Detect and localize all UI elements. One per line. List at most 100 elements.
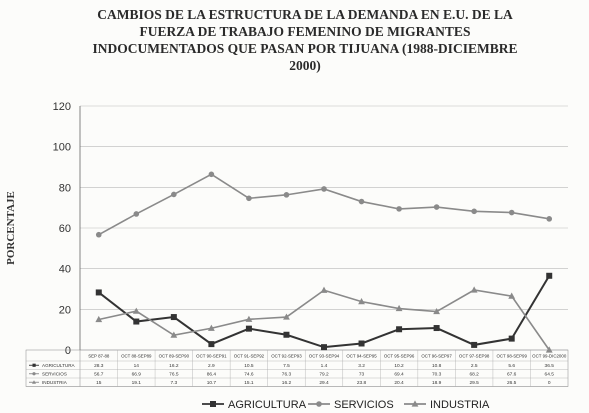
x-tick-label: OCT 95-SEP96 [384, 354, 415, 359]
data-point [546, 216, 553, 222]
data-point [395, 304, 403, 312]
data-table: SEP 87-88 OCT 88-SEP89 OCT 89-SEP90 OCT 90-… [25, 349, 569, 387]
data-point [470, 286, 478, 293]
table-cell: 70.3 [432, 372, 442, 378]
data-point [471, 208, 477, 215]
chart-title: CAMBIOS DE LA ESTRUCTURA DE LA DEMANDA E… [60, 6, 550, 74]
data-point [433, 307, 441, 315]
table-cell: 73 [359, 372, 365, 378]
data-point [471, 341, 478, 348]
series-lines [95, 171, 553, 353]
data-point [170, 314, 177, 321]
table-cell: 36.5 [545, 363, 555, 369]
data-point [95, 315, 103, 323]
y-tick-label: 60 [59, 223, 71, 235]
y-tick-label: 80 [59, 182, 71, 194]
table-legend-marker [32, 372, 36, 376]
data-point [508, 292, 516, 299]
data-point [95, 231, 102, 238]
series-line [98, 275, 551, 349]
x-tick-label: OCT 92-SEP93 [271, 354, 302, 359]
x-tick-label: OCT 89-SEP90 [159, 354, 190, 359]
data-point [358, 198, 365, 205]
data-point [283, 313, 290, 320]
x-tick-label: OCT 93-SEP94 [309, 354, 340, 359]
x-tick-label: SEP 87-88 [88, 354, 110, 359]
y-tick-label: 0 [65, 345, 71, 357]
data-point [95, 289, 102, 296]
data-point [171, 191, 177, 198]
table-cell: 15 [96, 380, 102, 386]
data-point [508, 335, 515, 342]
x-tick-label: OCT 97-SEP98 [459, 354, 490, 359]
table-cell: 7.5 [283, 363, 290, 369]
y-tick-label: 120 [53, 101, 71, 113]
data-point [132, 307, 140, 314]
data-point [245, 325, 252, 332]
table-cell: 69.4 [394, 372, 404, 378]
table-cell: 18.9 [432, 380, 442, 386]
table-cell: 79.2 [319, 372, 329, 378]
data-point [321, 186, 327, 192]
legend: AGRICULTURA SERVICIOS INDUSTRIA [202, 399, 490, 411]
table-cell: 76.5 [169, 372, 179, 378]
table-row-label: SERVICIOS [42, 371, 67, 376]
chart-title-line: 2000) [289, 58, 321, 73]
data-point [433, 204, 440, 210]
x-tick-label: OCT 96-SEP97 [421, 354, 452, 359]
table-cell: 29.5 [469, 380, 479, 386]
x-tick-label: OCT 90-SEP91 [196, 354, 227, 359]
data-point [433, 325, 440, 332]
table-cell: 16.2 [282, 380, 292, 386]
data-point [358, 298, 365, 305]
table-cell: 16.2 [169, 363, 179, 369]
y-axis-ticks: 0 20 40 60 80 100 120 [53, 101, 71, 357]
table-cell: 3.2 [358, 363, 365, 369]
data-point [396, 206, 402, 212]
data-point [210, 401, 216, 407]
table-cell: 66.9 [132, 372, 142, 378]
data-point [246, 195, 252, 202]
table-cell: 15.1 [244, 380, 254, 386]
y-tick-label: 20 [59, 304, 71, 316]
table-cell: 19.1 [132, 380, 142, 386]
data-point [358, 340, 365, 347]
legend-label: SERVICIOS [334, 399, 394, 411]
chart-title-line: FUERZA DE TRABAJO FEMENINO DE MIGRANTES [139, 24, 471, 39]
data-point [321, 344, 327, 351]
table-cell: 20.4 [394, 380, 404, 386]
data-point [245, 315, 253, 322]
series-line [98, 173, 550, 236]
y-axis-label: PORCENTAJE [5, 191, 17, 265]
x-tick-label: OCT 99-DIC2000 [532, 354, 567, 359]
data-point [396, 326, 403, 333]
table-row-label: AGRICULTURA [42, 363, 76, 368]
data-point [320, 286, 328, 293]
data-point [411, 400, 419, 407]
y-tick-label: 100 [53, 142, 71, 154]
table-cell: 67.6 [507, 372, 517, 378]
table-cell: 10.5 [244, 363, 254, 369]
table-cell: 68.2 [469, 372, 479, 378]
data-point [133, 318, 140, 325]
data-point [133, 211, 140, 217]
table-cell: 10.8 [432, 363, 442, 369]
data-point [283, 331, 290, 338]
table-cell: 10.2 [394, 363, 404, 369]
table-cell: 1.4 [321, 363, 328, 369]
x-tick-label: OCT 98-SEP99 [496, 354, 527, 359]
legend-label: INDUSTRIA [430, 399, 490, 411]
table-cell: 0 [548, 380, 551, 386]
table-legend-marker [32, 363, 36, 367]
table-cell: 5.6 [508, 363, 515, 369]
table-cell: 76.3 [282, 372, 292, 378]
data-point [546, 272, 553, 279]
table-cell: 23.8 [357, 380, 367, 386]
table-cell: 2.5 [471, 363, 478, 369]
table-cell: 56.7 [94, 372, 104, 378]
table-cell: 86.4 [207, 372, 217, 378]
data-point [508, 209, 515, 216]
data-point [316, 401, 322, 407]
y-tick-label: 40 [59, 264, 71, 276]
